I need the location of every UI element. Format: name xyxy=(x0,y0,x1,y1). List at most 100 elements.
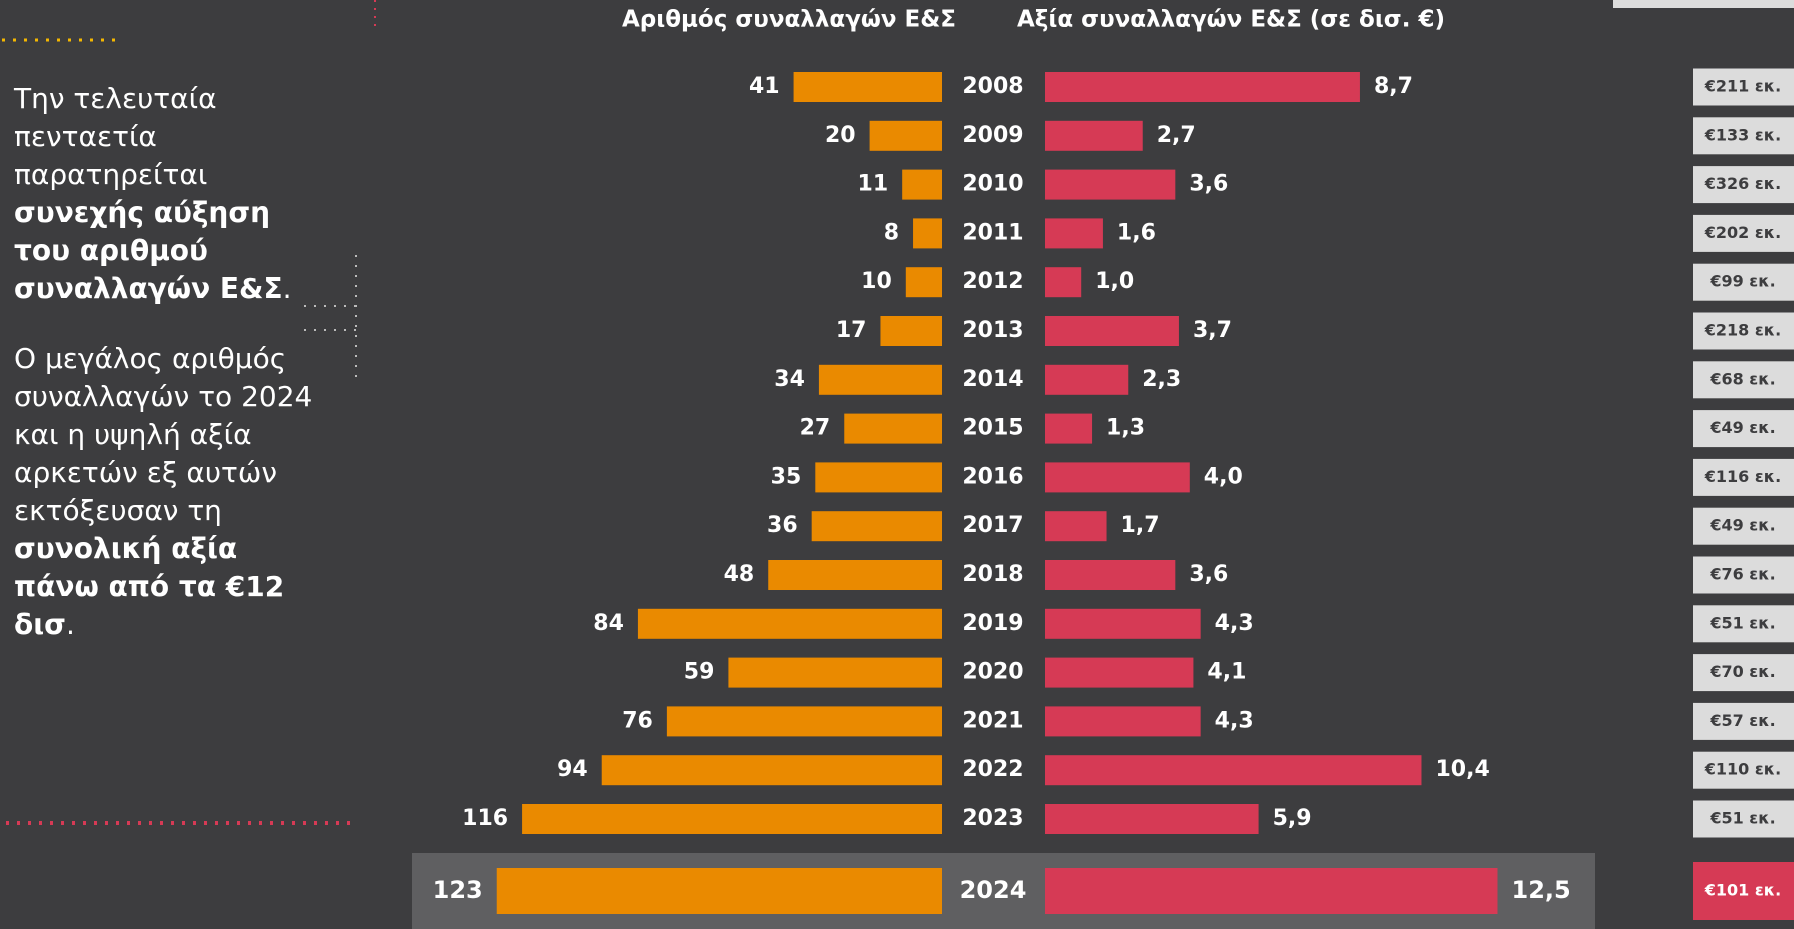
bar xyxy=(1045,316,1179,346)
category-label: 2012 xyxy=(962,269,1023,294)
category-label: 2021 xyxy=(962,708,1023,733)
average-box xyxy=(1693,68,1794,106)
bar xyxy=(1045,560,1176,590)
value-label: 34 xyxy=(774,367,805,392)
bar xyxy=(637,608,942,639)
bar xyxy=(1045,755,1422,786)
value-label: 10,4 xyxy=(1435,757,1489,782)
bar xyxy=(793,72,942,102)
bar xyxy=(1045,706,1201,737)
bar xyxy=(1045,72,1360,102)
bar xyxy=(768,560,942,590)
category-label: 2022 xyxy=(962,757,1023,782)
average-box xyxy=(1693,117,1794,155)
bar xyxy=(869,120,942,151)
average-label: €202 εκ. xyxy=(1704,223,1781,242)
bar xyxy=(1045,657,1194,688)
value-label: 59 xyxy=(684,660,715,685)
bar xyxy=(1045,804,1259,834)
value-label: 3,6 xyxy=(1189,172,1228,197)
category-label: 2015 xyxy=(962,416,1023,441)
bar xyxy=(880,316,942,346)
legend-label: Αριθμός συναλλαγών Ε&Σ xyxy=(622,7,956,33)
value-label: 84 xyxy=(593,611,624,636)
average-box xyxy=(1693,410,1794,448)
bar xyxy=(728,657,942,688)
text-run: . xyxy=(282,272,292,305)
average-label: €99 εκ. xyxy=(1709,272,1775,291)
value-label: 12,5 xyxy=(1512,876,1571,904)
value-label: 4,1 xyxy=(1207,660,1246,685)
category-label: 2008 xyxy=(962,74,1023,99)
value-label: 4,3 xyxy=(1215,611,1254,636)
value-label: 10 xyxy=(861,269,892,294)
bar xyxy=(601,755,942,786)
bar xyxy=(496,868,942,914)
text-run: συνεχής αύξηση του αριθμού συναλλαγών Ε&… xyxy=(14,196,283,305)
average-box xyxy=(1693,166,1794,204)
bar xyxy=(913,218,942,249)
category-label: 2010 xyxy=(962,172,1023,197)
average-box xyxy=(1693,312,1794,350)
average-label: €49 εκ. xyxy=(1709,418,1775,437)
text-run: συνολική αξία πάνω από τα €12 δισ xyxy=(14,532,285,641)
value-label: 2,3 xyxy=(1142,367,1181,392)
bar xyxy=(522,804,942,834)
bar xyxy=(1045,608,1201,639)
value-label: 8,7 xyxy=(1374,74,1413,99)
bar xyxy=(1045,120,1143,151)
average-label: €218 εκ. xyxy=(1704,321,1781,340)
bar xyxy=(1045,364,1129,395)
average-box xyxy=(1693,556,1794,594)
value-label: 20 xyxy=(825,123,856,148)
bar xyxy=(1045,868,1498,914)
value-label: 4,3 xyxy=(1215,708,1254,733)
value-label: 3,7 xyxy=(1193,318,1232,343)
category-label: 2023 xyxy=(962,806,1023,831)
bar xyxy=(1045,462,1190,493)
bar xyxy=(844,413,942,444)
value-label: 5,9 xyxy=(1273,806,1312,831)
average-box xyxy=(1693,214,1794,252)
category-label: 2013 xyxy=(962,318,1023,343)
value-label: 94 xyxy=(557,757,588,782)
bar xyxy=(815,462,942,493)
value-label: 36 xyxy=(767,513,798,538)
average-box xyxy=(1693,507,1794,545)
bar xyxy=(902,169,942,200)
average-box xyxy=(1693,702,1794,740)
value-label: 1,6 xyxy=(1117,220,1156,245)
average-label: €68 εκ. xyxy=(1709,369,1775,388)
average-box xyxy=(1693,751,1794,789)
text-block: Ο μεγάλος αριθμός συναλλαγών το 2024 και… xyxy=(14,340,324,644)
average-box xyxy=(1693,263,1794,301)
category-label: 2024 xyxy=(960,876,1027,904)
bar xyxy=(1045,218,1103,249)
value-label: 123 xyxy=(433,876,483,904)
text-block: Την τελευταία πενταετία παρατηρείται συν… xyxy=(14,80,324,308)
average-label: €49 εκ. xyxy=(1709,516,1775,535)
value-label: 48 xyxy=(724,562,755,587)
bar xyxy=(811,511,942,542)
value-label: 8 xyxy=(884,220,899,245)
average-box xyxy=(1693,862,1794,920)
average-label: €70 εκ. xyxy=(1709,662,1775,681)
value-label: 41 xyxy=(749,74,780,99)
decoration xyxy=(1613,0,1794,8)
text-run: Ο μεγάλος αριθμός συναλλαγών το 2024 και… xyxy=(14,342,313,527)
average-box xyxy=(1693,361,1794,399)
value-label: 2,7 xyxy=(1157,123,1196,148)
category-label: 2011 xyxy=(962,220,1023,245)
category-label: 2019 xyxy=(962,611,1023,636)
average-label: €76 εκ. xyxy=(1709,565,1775,584)
bar xyxy=(1045,169,1176,200)
category-label: 2017 xyxy=(962,513,1023,538)
value-label: 1,3 xyxy=(1106,416,1145,441)
average-label: €133 εκ. xyxy=(1704,125,1781,144)
bar xyxy=(666,706,942,737)
value-label: 1,7 xyxy=(1121,513,1160,538)
value-label: 35 xyxy=(771,464,802,489)
average-label: €57 εκ. xyxy=(1709,711,1775,730)
bar xyxy=(1045,413,1093,444)
category-label: 2020 xyxy=(962,660,1023,685)
